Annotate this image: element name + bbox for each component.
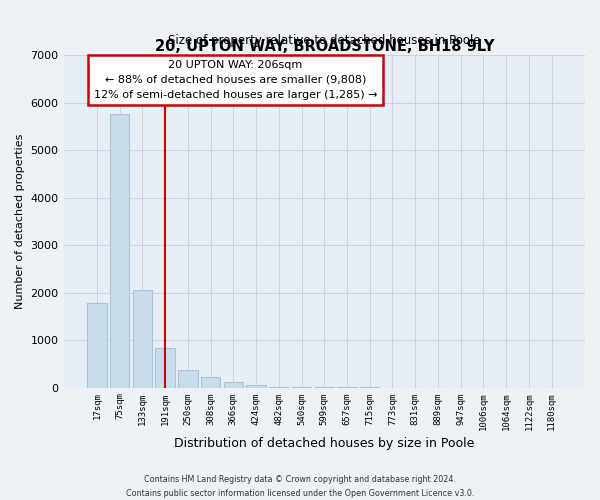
Text: 20 UPTON WAY: 206sqm
← 88% of detached houses are smaller (9,808)
12% of semi-de: 20 UPTON WAY: 206sqm ← 88% of detached h… — [94, 60, 377, 100]
Bar — [269, 386, 289, 388]
X-axis label: Distribution of detached houses by size in Poole: Distribution of detached houses by size … — [174, 437, 475, 450]
Text: Contains HM Land Registry data © Crown copyright and database right 2024.
Contai: Contains HM Land Registry data © Crown c… — [126, 476, 474, 498]
Y-axis label: Number of detached properties: Number of detached properties — [15, 134, 25, 309]
Title: 20, UPTON WAY, BROADSTONE, BH18 9LY: 20, UPTON WAY, BROADSTONE, BH18 9LY — [155, 39, 494, 54]
Bar — [133, 290, 152, 388]
Text: Size of property relative to detached houses in Poole: Size of property relative to detached ho… — [168, 34, 481, 47]
Bar — [178, 370, 197, 388]
Bar — [110, 114, 130, 388]
Bar — [155, 348, 175, 388]
Bar — [201, 376, 220, 388]
Bar — [224, 382, 243, 388]
Bar — [247, 384, 266, 388]
Bar — [87, 303, 107, 388]
